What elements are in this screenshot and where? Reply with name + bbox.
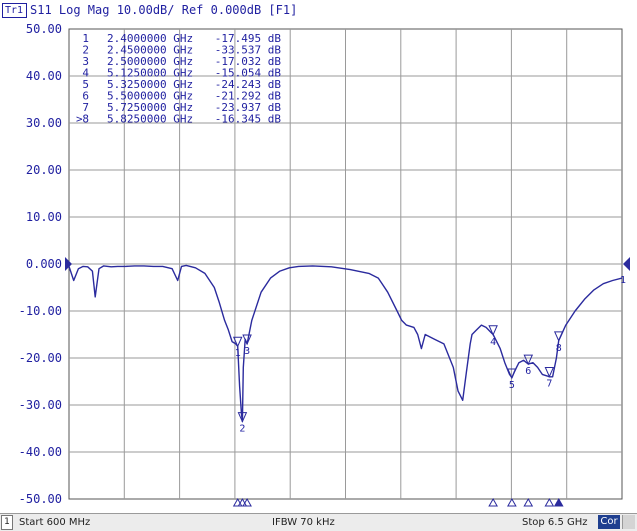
marker-3-icon — [242, 334, 252, 346]
marker-3-stimulus-icon — [242, 497, 252, 507]
y-tick-label: -40.00 — [19, 445, 62, 459]
trace-s11 — [68, 264, 623, 423]
readout-frequency: 5.1250000 GHz — [107, 67, 193, 80]
marker-2-stimulus-icon — [237, 497, 248, 507]
active-marker-arrow-icon: > — [76, 113, 83, 126]
readout-marker-number: 4 — [82, 67, 89, 80]
marker-8-stimulus-icon — [553, 497, 564, 507]
marker-7-stimulus-icon — [544, 497, 555, 507]
reference-pointer-left-icon — [65, 257, 72, 271]
readout-value: -33.537 dB — [215, 44, 282, 57]
readout-frequency: 5.5000000 GHz — [107, 90, 193, 103]
readout-value: -21.292 dB — [215, 90, 282, 103]
readout-value: -23.937 dB — [215, 101, 282, 114]
status-bar-end — [622, 515, 635, 529]
trace-selector-badge[interactable]: Tr1 — [2, 3, 27, 18]
start-frequency[interactable]: Start 600 MHz — [19, 517, 91, 528]
y-tick-label: -30.00 — [19, 398, 62, 412]
marker-4-icon — [488, 325, 498, 336]
y-tick-label: 50.00 — [26, 22, 62, 36]
readout-frequency: 5.3250000 GHz — [107, 78, 193, 91]
readout-marker-number: 5 — [82, 78, 89, 91]
ifbw-setting[interactable]: IFBW 70 kHz — [272, 517, 335, 528]
status-bar: 1 Start 600 MHz IFBW 70 kHz Stop 6.5 GHz… — [0, 513, 637, 531]
readout-marker-number: 3 — [82, 55, 89, 68]
marker-4-stimulus-icon — [488, 497, 498, 507]
marker-readout-table: 1 2.4000000 GHz -17.495 dB 2 2.4500000 GHz -3… — [76, 32, 281, 126]
readout-marker-number: 2 — [82, 44, 89, 57]
reference-pointer-right-icon — [623, 257, 630, 271]
marker-4-label: 4 — [490, 337, 496, 348]
marker-2-label: 2 — [239, 424, 245, 435]
correction-status-badge: Cor — [598, 515, 620, 529]
readout-value: -15.054 dB — [215, 67, 282, 80]
y-tick-label: 10.00 — [26, 210, 62, 224]
marker-5-stimulus-icon — [507, 497, 517, 507]
marker-6-stimulus-icon — [523, 497, 534, 507]
marker-layer: 1 2 3 4 56 7 8 — [232, 325, 564, 507]
readout-value: -16.345 dB — [215, 113, 282, 126]
marker-8-label: 8 — [556, 343, 562, 354]
readout-marker-number: 1 — [82, 32, 89, 45]
y-tick-label: 0.000 — [26, 257, 62, 271]
trace-layer — [68, 264, 623, 423]
marker-1-stimulus-icon — [232, 497, 243, 507]
readout-frequency: 2.5000000 GHz — [107, 55, 193, 68]
readout-marker-number: 8 — [82, 113, 89, 126]
marker-1-label: 1 — [235, 348, 241, 359]
y-tick-label: -50.00 — [19, 492, 62, 506]
trace-title: S11 Log Mag 10.00dB/ Ref 0.000dB [F1] — [30, 3, 298, 17]
marker-8-icon — [553, 331, 564, 343]
channel-indicator[interactable]: 1 — [1, 515, 13, 530]
marker-7-icon — [544, 367, 555, 378]
stop-frequency[interactable]: Stop 6.5 GHz — [522, 517, 588, 528]
chart-plot[interactable]: 50.00 40.00 30.00 20.00 10.00 0.000 -10.00 -20.… — [0, 0, 637, 513]
reference-marker-label: 1 — [620, 275, 626, 286]
readout-frequency: 2.4500000 GHz — [107, 44, 193, 57]
y-tick-label: 40.00 — [26, 69, 62, 83]
readout-value: -17.495 dB — [215, 32, 282, 45]
trace-title-bar: Tr1 S11 Log Mag 10.00dB/ Ref 0.000dB [F1… — [0, 0, 637, 20]
marker-1-icon — [232, 336, 243, 348]
readout-frequency: 5.7250000 GHz — [107, 101, 193, 114]
readout-value: -24.243 dB — [215, 78, 282, 91]
readout-marker-number: 7 — [82, 101, 89, 114]
readout-frequency: 2.4000000 GHz — [107, 32, 193, 45]
readout-value: -17.032 dB — [215, 55, 282, 68]
marker-6-icon — [523, 354, 534, 366]
y-tick-label: -10.00 — [19, 304, 62, 318]
marker-5-icon — [507, 368, 517, 380]
marker-3-label: 3 — [244, 346, 250, 357]
trace-badge-label: Tr1 — [5, 5, 24, 16]
y-tick-label: 30.00 — [26, 116, 62, 130]
y-tick-labels: 50.00 40.00 30.00 20.00 10.00 0.000 -10.00 -20.… — [19, 22, 62, 506]
marker-5-label: 5 — [509, 380, 515, 391]
y-tick-label: 20.00 — [26, 163, 62, 177]
readout-marker-number: 6 — [82, 90, 89, 103]
marker-2-icon — [237, 412, 248, 423]
grid — [68, 28, 623, 500]
reference-level-layer: 1 — [65, 257, 630, 286]
readout-frequency: 5.8250000 GHz — [107, 113, 193, 126]
y-tick-label: -20.00 — [19, 351, 62, 365]
marker-6-label: 6 — [525, 366, 531, 377]
marker-7-label: 7 — [546, 379, 552, 390]
